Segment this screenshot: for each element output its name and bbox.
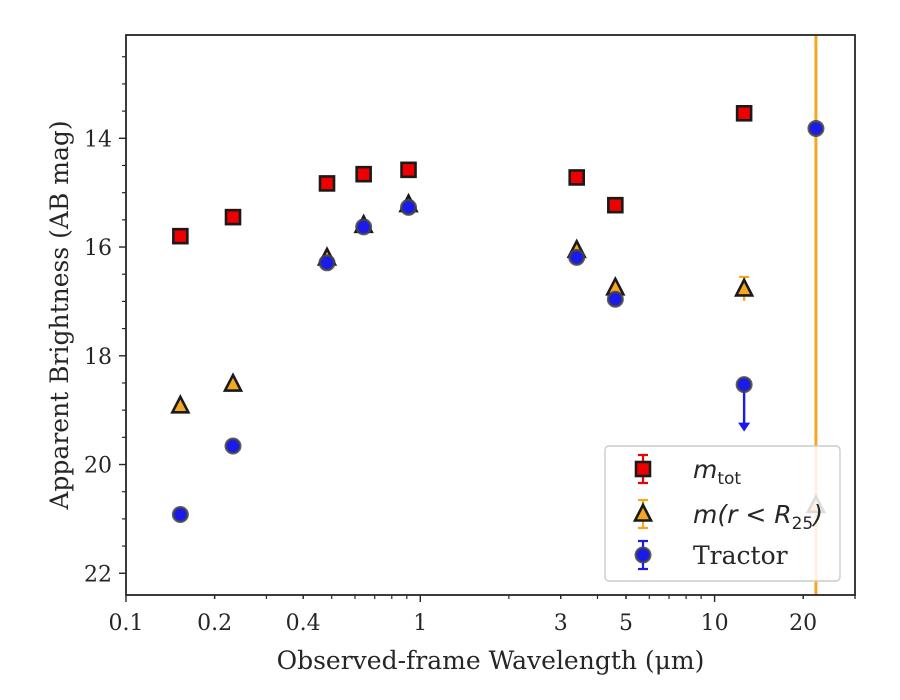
legend-marker [632,502,654,522]
data-point [606,290,624,308]
data-point [400,198,418,216]
x-tick-label: 0.2 [197,611,232,636]
data-point [568,169,586,186]
data-point [171,506,189,524]
data-point [224,208,242,226]
data-point [318,175,336,192]
data-point [607,196,624,214]
legend: mtot m(r < R25) Tractor [604,445,841,582]
legend-label: Tractor [693,541,788,570]
legend-entry-maperture: m(r < R25) [632,498,823,534]
x-tick-label: 0.4 [286,611,321,636]
y-tick-label: 20 [84,454,112,479]
y-tick-label: 14 [84,127,112,152]
plot-area: 0.1 0.2 0.4 1 3 5 10 20 14 16 18 20 22 [84,34,856,636]
data-point [735,104,753,122]
legend-box [604,445,841,582]
data-point [318,254,336,272]
data-point [170,393,191,414]
series-tractor [171,120,825,524]
upper-limit-arrowhead [738,422,751,432]
x-tick-label: 3 [554,611,568,636]
data-point [355,218,373,236]
y-tick-label: 16 [84,236,112,261]
data-point [400,161,417,179]
x-tick-label: 0.1 [109,611,144,636]
x-axis-label: Observed-frame Wavelength (μm) [277,646,705,675]
legend-marker [634,546,652,564]
plot-frame [125,34,856,596]
data-point [568,248,586,266]
legend-entry-mtot: mtot [634,453,741,489]
data-point [733,277,755,297]
y-tick-label: 18 [84,345,112,370]
x-tick-label: 5 [619,611,633,636]
legend-marker [634,460,652,478]
series-mtot [172,104,753,245]
y-tick-label: 22 [84,562,112,587]
legend-entry-tractor: Tractor [634,539,788,571]
data-point [222,372,244,392]
data-point [172,227,189,245]
y-axis-label: Apparent Brightness (AB mag) [45,120,74,510]
data-point [355,165,372,183]
x-tick-label: 20 [789,611,817,636]
legend-label: m(r < R25) [693,500,823,534]
x-tick-label: 10 [701,611,729,636]
data-point [807,120,825,138]
data-point [735,376,753,394]
data-point [224,437,242,455]
x-tick-label: 1 [413,611,427,636]
legend-label: mtot [693,455,741,489]
